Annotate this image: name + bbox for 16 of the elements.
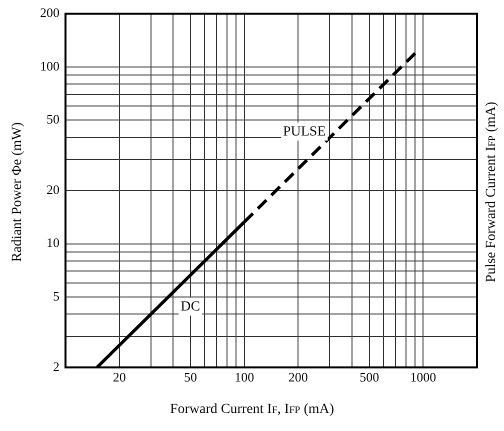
y-tick-label: 200 (40, 5, 60, 20)
x-tick-label: 50 (184, 370, 197, 385)
y-tick-label: 10 (46, 235, 60, 250)
x-tick-label: 1000 (410, 370, 436, 385)
x-tick-label: 100 (234, 370, 254, 385)
x-tick-label: 500 (360, 370, 380, 385)
series-label: PULSE (282, 124, 326, 140)
y-axis-title: Radiant Power Φe (mW) (10, 122, 26, 262)
y-tick-label: 5 (53, 288, 60, 304)
y-tick-label: 100 (40, 58, 60, 74)
x-tick-label: 200 (288, 370, 308, 385)
y-tick-label: 20 (46, 182, 60, 198)
y-tick-label: 2 (53, 358, 60, 374)
series-label: DC (180, 299, 200, 314)
y-tick-label: 50 (46, 112, 60, 127)
x-tick-label: 20 (112, 370, 126, 385)
